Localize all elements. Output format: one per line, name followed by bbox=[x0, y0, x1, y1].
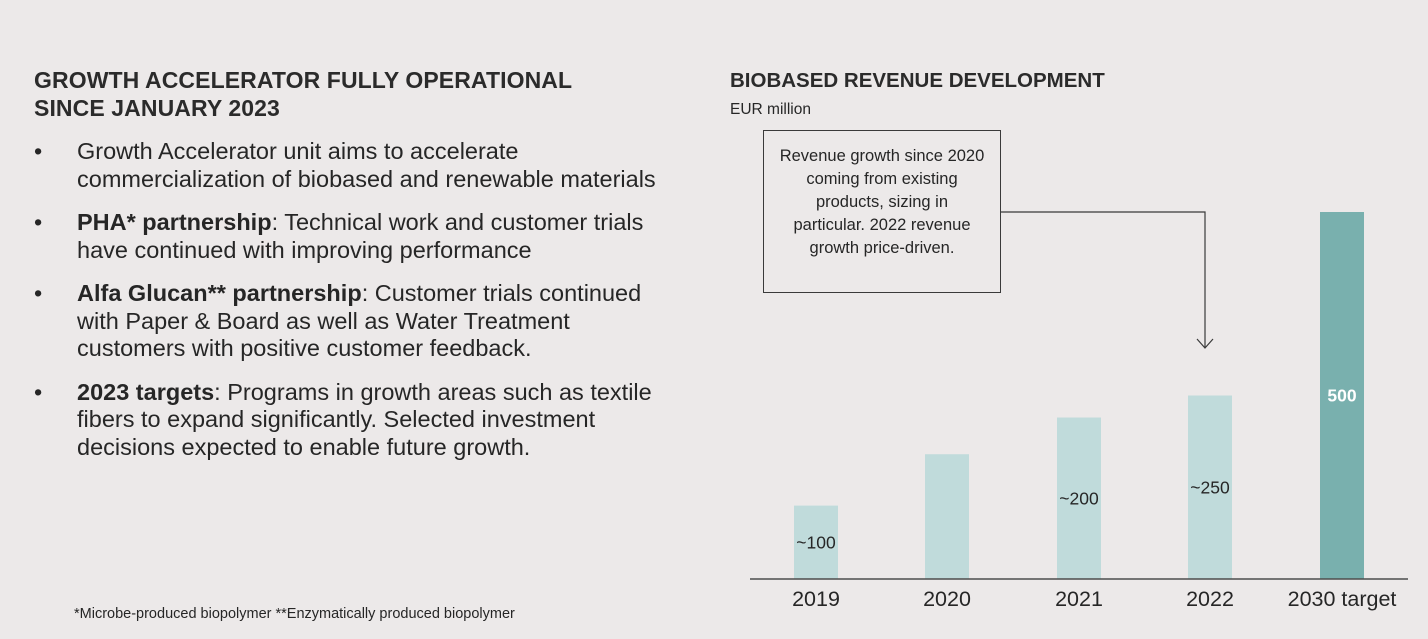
data-label: ~100 bbox=[796, 532, 836, 552]
bar-2019 bbox=[794, 505, 838, 579]
bullet-item: • PHA* partnership: Technical work and cu… bbox=[34, 209, 674, 264]
data-label: ~250 bbox=[1190, 477, 1230, 497]
bullet-item: • Alfa Glucan** partnership: Customer tri… bbox=[34, 280, 674, 363]
bullet-marker: • bbox=[34, 209, 43, 235]
bar-2022 bbox=[1188, 395, 1232, 579]
bar-2020 bbox=[925, 454, 969, 579]
data-label: 500 bbox=[1327, 386, 1356, 406]
bar-2030-target bbox=[1320, 212, 1364, 579]
left-title: GROWTH ACCELERATOR FULLY OPERATIONAL SIN… bbox=[34, 66, 674, 122]
bullet-text: : Customer trials continued with Paper &… bbox=[77, 280, 642, 361]
bar-2021 bbox=[1057, 417, 1101, 579]
annotation-connector-line bbox=[1001, 211, 1206, 348]
x-tick-label: 2019 bbox=[792, 587, 840, 611]
bullet-marker: • bbox=[34, 138, 43, 164]
x-tick-label: 2022 bbox=[1186, 587, 1234, 611]
bullet-bold: 2023 targets bbox=[77, 378, 215, 405]
bullet-text: : Programs in growth areas such as texti… bbox=[77, 378, 652, 460]
bullet-marker: • bbox=[34, 378, 43, 405]
data-label: ~200 bbox=[1059, 488, 1099, 508]
x-tick-label: 2021 bbox=[1055, 587, 1103, 611]
left-title-line2: SINCE JANUARY 2023 bbox=[34, 95, 280, 121]
bullet-marker: • bbox=[34, 280, 43, 306]
chart-subtitle: EUR million bbox=[730, 101, 811, 118]
bullet-text: : Technical work and customer trials hav… bbox=[77, 209, 644, 263]
annotation-arrow-head bbox=[1196, 338, 1214, 349]
bullet-bold: Alfa Glucan** partnership bbox=[77, 280, 362, 306]
x-tick-label: 2030 target bbox=[1288, 587, 1397, 611]
bullet-list: • Growth Accelerator unit aims to acceler… bbox=[34, 138, 674, 477]
annotation-box: Revenue growth since 2020 coming from ex… bbox=[763, 130, 1001, 293]
chart-title: BIOBASED REVENUE DEVELOPMENT bbox=[730, 69, 1105, 92]
footnote: *Microbe-produced biopolymer **Enzymatic… bbox=[74, 606, 515, 622]
bullet-item: • 2023 targets: Programs in growth areas … bbox=[34, 379, 674, 462]
bullet-text: Growth Accelerator unit aims to accelera… bbox=[77, 138, 656, 192]
x-tick-label: 2020 bbox=[923, 587, 971, 611]
bullet-item: • Growth Accelerator unit aims to acceler… bbox=[34, 138, 674, 193]
left-title-line1: GROWTH ACCELERATOR FULLY OPERATIONAL bbox=[34, 67, 573, 93]
bullet-bold: PHA* partnership bbox=[77, 209, 272, 235]
